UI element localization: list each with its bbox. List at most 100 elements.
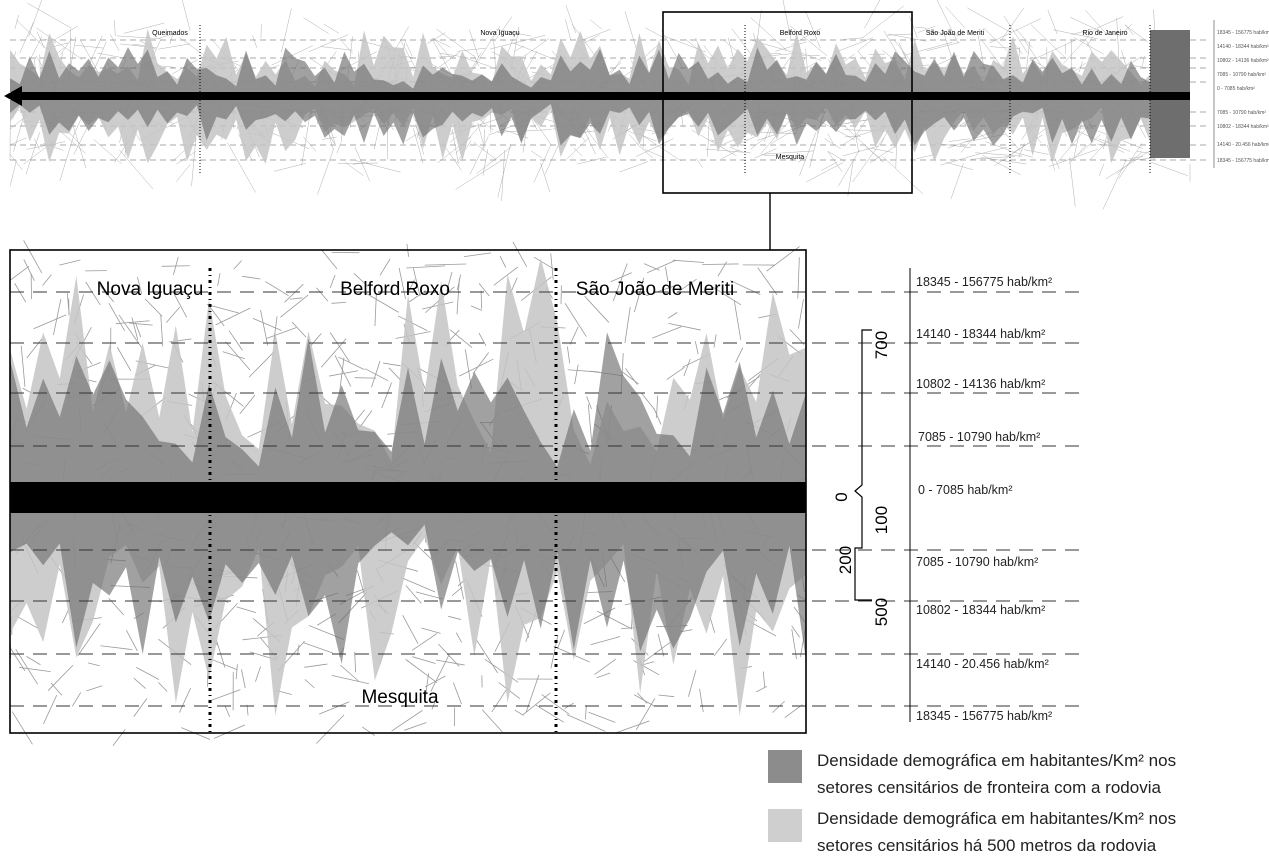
street — [1125, 25, 1148, 42]
street — [346, 163, 364, 176]
street — [1103, 159, 1127, 209]
street — [590, 20, 602, 30]
street — [946, 6, 965, 28]
street — [27, 3, 71, 28]
scale-label: 500 — [872, 598, 891, 626]
street — [775, 42, 806, 51]
scale-label: 700 — [872, 331, 891, 359]
street — [975, 153, 1022, 156]
street — [636, 143, 652, 158]
street — [1142, 56, 1144, 66]
street — [1012, 135, 1043, 153]
level-label: 7085 - 10790 hab/km² — [916, 555, 1038, 569]
street — [1049, 149, 1098, 166]
street — [94, 139, 122, 163]
street — [842, 134, 860, 145]
street — [473, 142, 496, 160]
street — [253, 36, 257, 48]
level-label: 18345 - 156775 hab/km² — [916, 275, 1052, 289]
street — [936, 0, 958, 44]
street — [74, 128, 87, 155]
key-swatch-light — [768, 809, 802, 842]
street — [10, 138, 26, 145]
street — [577, 157, 606, 164]
street — [848, 159, 854, 196]
tiny-level: 10802 - 18344 hab/km² — [1217, 124, 1269, 130]
street — [821, 162, 837, 171]
street — [72, 123, 86, 168]
road — [10, 482, 806, 513]
street — [534, 146, 550, 182]
scale-bracket — [855, 330, 872, 600]
street — [917, 154, 935, 158]
place-label: Belford Roxo — [340, 279, 450, 300]
street — [337, 143, 341, 153]
place-label: São João de Meriti — [926, 30, 985, 37]
tiny-level: 14140 - 20.456 hab/km² — [1217, 142, 1269, 148]
street — [355, 160, 400, 172]
street — [469, 30, 478, 58]
street — [281, 9, 291, 52]
street — [1069, 157, 1075, 206]
street — [1117, 152, 1143, 174]
street — [61, 38, 72, 54]
street — [579, 29, 610, 41]
street — [828, 152, 842, 172]
street — [437, 29, 474, 56]
street — [843, 38, 863, 40]
place-label: Belford Roxo — [780, 30, 821, 37]
tiny-level: 18345 - 156775 hab/km² — [1217, 30, 1269, 36]
street — [696, 158, 702, 167]
street — [971, 156, 1015, 159]
street — [274, 163, 306, 171]
street — [1019, 143, 1025, 157]
place-label: Nova Iguaçu — [480, 30, 519, 37]
street — [915, 27, 926, 28]
street — [941, 153, 981, 165]
street — [57, 26, 78, 39]
street — [541, 163, 550, 192]
place-label: São João de Meriti — [576, 279, 734, 300]
street — [1074, 37, 1104, 54]
key-text: setores censitários há 500 metros da rod… — [817, 836, 1157, 855]
street — [317, 148, 333, 195]
street — [838, 150, 859, 186]
key-text: Densidade demográfica em habitantes/Km² … — [817, 751, 1176, 770]
tiny-level: 10802 - 14136 hab/km² — [1217, 58, 1269, 64]
street — [910, 17, 918, 39]
street — [34, 139, 39, 150]
scale-label: 100 — [872, 506, 891, 534]
street — [625, 11, 637, 49]
tiny-level: 14140 - 18344 hab/km² — [1217, 44, 1269, 50]
tiny-level: 18345 - 156775 hab/km² — [1217, 158, 1269, 164]
street — [20, 22, 34, 53]
scale-label: 200 — [836, 546, 855, 574]
street — [619, 162, 648, 173]
street — [728, 38, 734, 59]
street — [176, 164, 190, 181]
street — [828, 134, 833, 143]
street — [565, 19, 570, 40]
street — [574, 148, 582, 156]
street — [1099, 164, 1104, 176]
street — [36, 28, 82, 60]
street — [981, 157, 1027, 164]
street — [10, 160, 16, 186]
street — [60, 132, 75, 182]
street — [494, 39, 496, 68]
level-label: 7085 - 10790 hab/km² — [918, 430, 1040, 444]
street — [182, 0, 190, 31]
street — [14, 113, 25, 152]
street — [457, 48, 485, 51]
street — [702, 264, 738, 265]
key-text: setores censitários de fronteira com a r… — [817, 778, 1161, 797]
street — [755, 148, 777, 158]
distance-scale — [855, 330, 872, 600]
street — [484, 129, 485, 151]
street — [158, 44, 190, 49]
level-label: 18345 - 156775 hab/km² — [916, 709, 1052, 723]
street — [882, 156, 922, 194]
tiny-level: 7085 - 10790 hab/km² — [1217, 72, 1266, 78]
street — [434, 38, 450, 57]
